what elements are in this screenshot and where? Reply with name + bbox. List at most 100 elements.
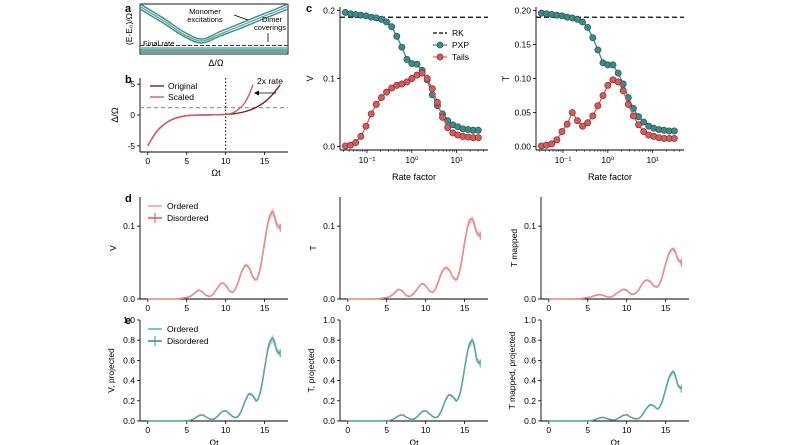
panel-e-v-projected-chart: 0 5 10 15 0.0 0.2 0.4 0.6 0.8 1.0 Ordered Disordere…: [106, 315, 288, 445]
rate-arrow-head: [254, 90, 259, 96]
series-disordered-line: [347, 339, 481, 422]
y-tick-label: 0.20: [514, 5, 531, 15]
panel-d-t-chart: 0 5 10 15 0.0 0.1 T: [308, 197, 488, 313]
panel-e-t-projected-chart: 0 5 10 15 0.0 0.2 0.4 0.6 0.8 1.0 Ωt T, projected: [306, 315, 488, 445]
series-tails-point: [558, 128, 566, 136]
y-tick-label: 0.6: [524, 355, 536, 365]
series-tails-point: [635, 121, 642, 129]
x-axis-label: Ωt: [409, 438, 419, 445]
x-tick-label: 15: [460, 425, 470, 435]
series-tails-point: [553, 136, 561, 144]
y-tick-label: 0.8: [524, 335, 536, 345]
y-tick-label: -5: [127, 141, 135, 151]
series-pxp-point: [584, 23, 592, 31]
annotation-dimer: Dimer: [262, 15, 283, 24]
y-tick-label: 0.1: [323, 221, 335, 231]
y-tick-label: 0: [130, 110, 135, 120]
x-tick-label: 10⁰: [601, 155, 614, 165]
series-tails-point: [579, 122, 586, 130]
series-tails-point: [640, 128, 648, 136]
series-tails-point: [433, 98, 441, 106]
y-axis-label: T: [501, 75, 511, 81]
series-tails-point: [418, 69, 426, 77]
legend-label-rk: RK: [452, 28, 464, 38]
series-tails-point: [444, 124, 452, 131]
y-axis-label: T mapped: [509, 229, 519, 267]
y-axis-label: Δ/Ω: [110, 107, 120, 123]
annotation-monomer: Monomer: [189, 7, 221, 16]
x-tick-label: 0: [546, 425, 551, 435]
series-disordered-band: [347, 215, 481, 299]
x-tick-label: 0: [345, 425, 350, 435]
y-tick-label: 0.4: [524, 376, 536, 386]
series-tails-point: [589, 112, 597, 120]
x-tick-label: 15: [661, 425, 671, 435]
series-pxp-point: [589, 34, 597, 42]
series-tails-point: [568, 109, 576, 116]
x-tick-label: 5: [585, 303, 590, 313]
legend-label-pxp: PXP: [452, 40, 469, 50]
x-tick-label: 15: [460, 303, 470, 313]
series-tails-point: [584, 119, 592, 127]
panel-letter-b: b: [125, 74, 132, 86]
y-tick-label: 0.0: [123, 294, 135, 304]
legend-label-disordered: Disordered: [167, 213, 209, 223]
series-tails-point: [403, 78, 411, 86]
series-pxp-point: [388, 23, 396, 31]
series-tails-point: [423, 75, 431, 82]
legend-label-ordered: Ordered: [167, 201, 198, 211]
series-ordered-line: [347, 218, 481, 300]
series-tails-point: [573, 117, 581, 125]
series-pxp-point: [670, 127, 678, 135]
legend-label-scaled: Scaled: [168, 92, 194, 102]
y-tick-label: 0.15: [514, 39, 531, 49]
monomer-band-line: [139, 3, 289, 40]
x-axis-label: Δ/Ω: [208, 58, 224, 68]
x-tick-label: 0: [546, 303, 551, 313]
y-tick-label: 0.0: [524, 416, 536, 426]
y-axis-label: T: [308, 245, 318, 250]
series-pxp-point: [474, 126, 482, 134]
x-tick-label: 0: [345, 303, 350, 313]
y-tick-label: 1.0: [524, 315, 536, 325]
x-axis-label: Ωt: [211, 168, 221, 178]
legend-label-ordered: Ordered: [167, 324, 198, 334]
x-tick-label: 5: [184, 425, 189, 435]
y-tick-label: 0.0: [524, 294, 536, 304]
series-disordered-line: [347, 218, 481, 300]
y-tick-label: 0.4: [323, 376, 335, 386]
x-tick-label: 10: [622, 425, 632, 435]
series-tails-point: [604, 81, 612, 89]
x-tick-label: 10: [421, 425, 431, 435]
series-disordered-band: [147, 334, 281, 421]
series-pxp-point: [413, 60, 421, 68]
x-tick-label: 5: [384, 425, 389, 435]
series-disordered-band: [548, 369, 682, 421]
x-axis-label: Rate factor: [392, 172, 436, 182]
y-tick-label: 1.0: [323, 315, 335, 325]
series-ordered-line: [147, 337, 281, 422]
y-tick-label: 0.2: [123, 396, 135, 406]
series-pxp-point: [609, 61, 617, 69]
series-tails-point: [383, 88, 390, 96]
series-tails-point: [624, 100, 632, 108]
x-tick-label: 15: [661, 303, 671, 313]
series-tails-point: [594, 102, 602, 110]
x-tick-label: 10¹: [451, 155, 463, 165]
panel-letter-a: a: [125, 3, 132, 15]
series-disordered-line: [548, 247, 682, 300]
legend-swatch-tails: [436, 53, 444, 61]
series-tails-point: [377, 94, 385, 102]
legend-label-original: Original: [168, 81, 197, 91]
y-tick-label: 0.8: [323, 335, 335, 345]
series-tails-point: [670, 134, 678, 142]
series-tails-point: [362, 122, 370, 130]
series-pxp-point: [383, 18, 390, 26]
series-tails-point: [548, 140, 556, 148]
monomer-arrow: [233, 14, 249, 21]
series-pxp-point: [579, 18, 586, 26]
annotation-excitations: excitations: [187, 15, 223, 24]
series-ordered-line: [147, 211, 281, 300]
x-tick-label: 15: [260, 303, 270, 313]
